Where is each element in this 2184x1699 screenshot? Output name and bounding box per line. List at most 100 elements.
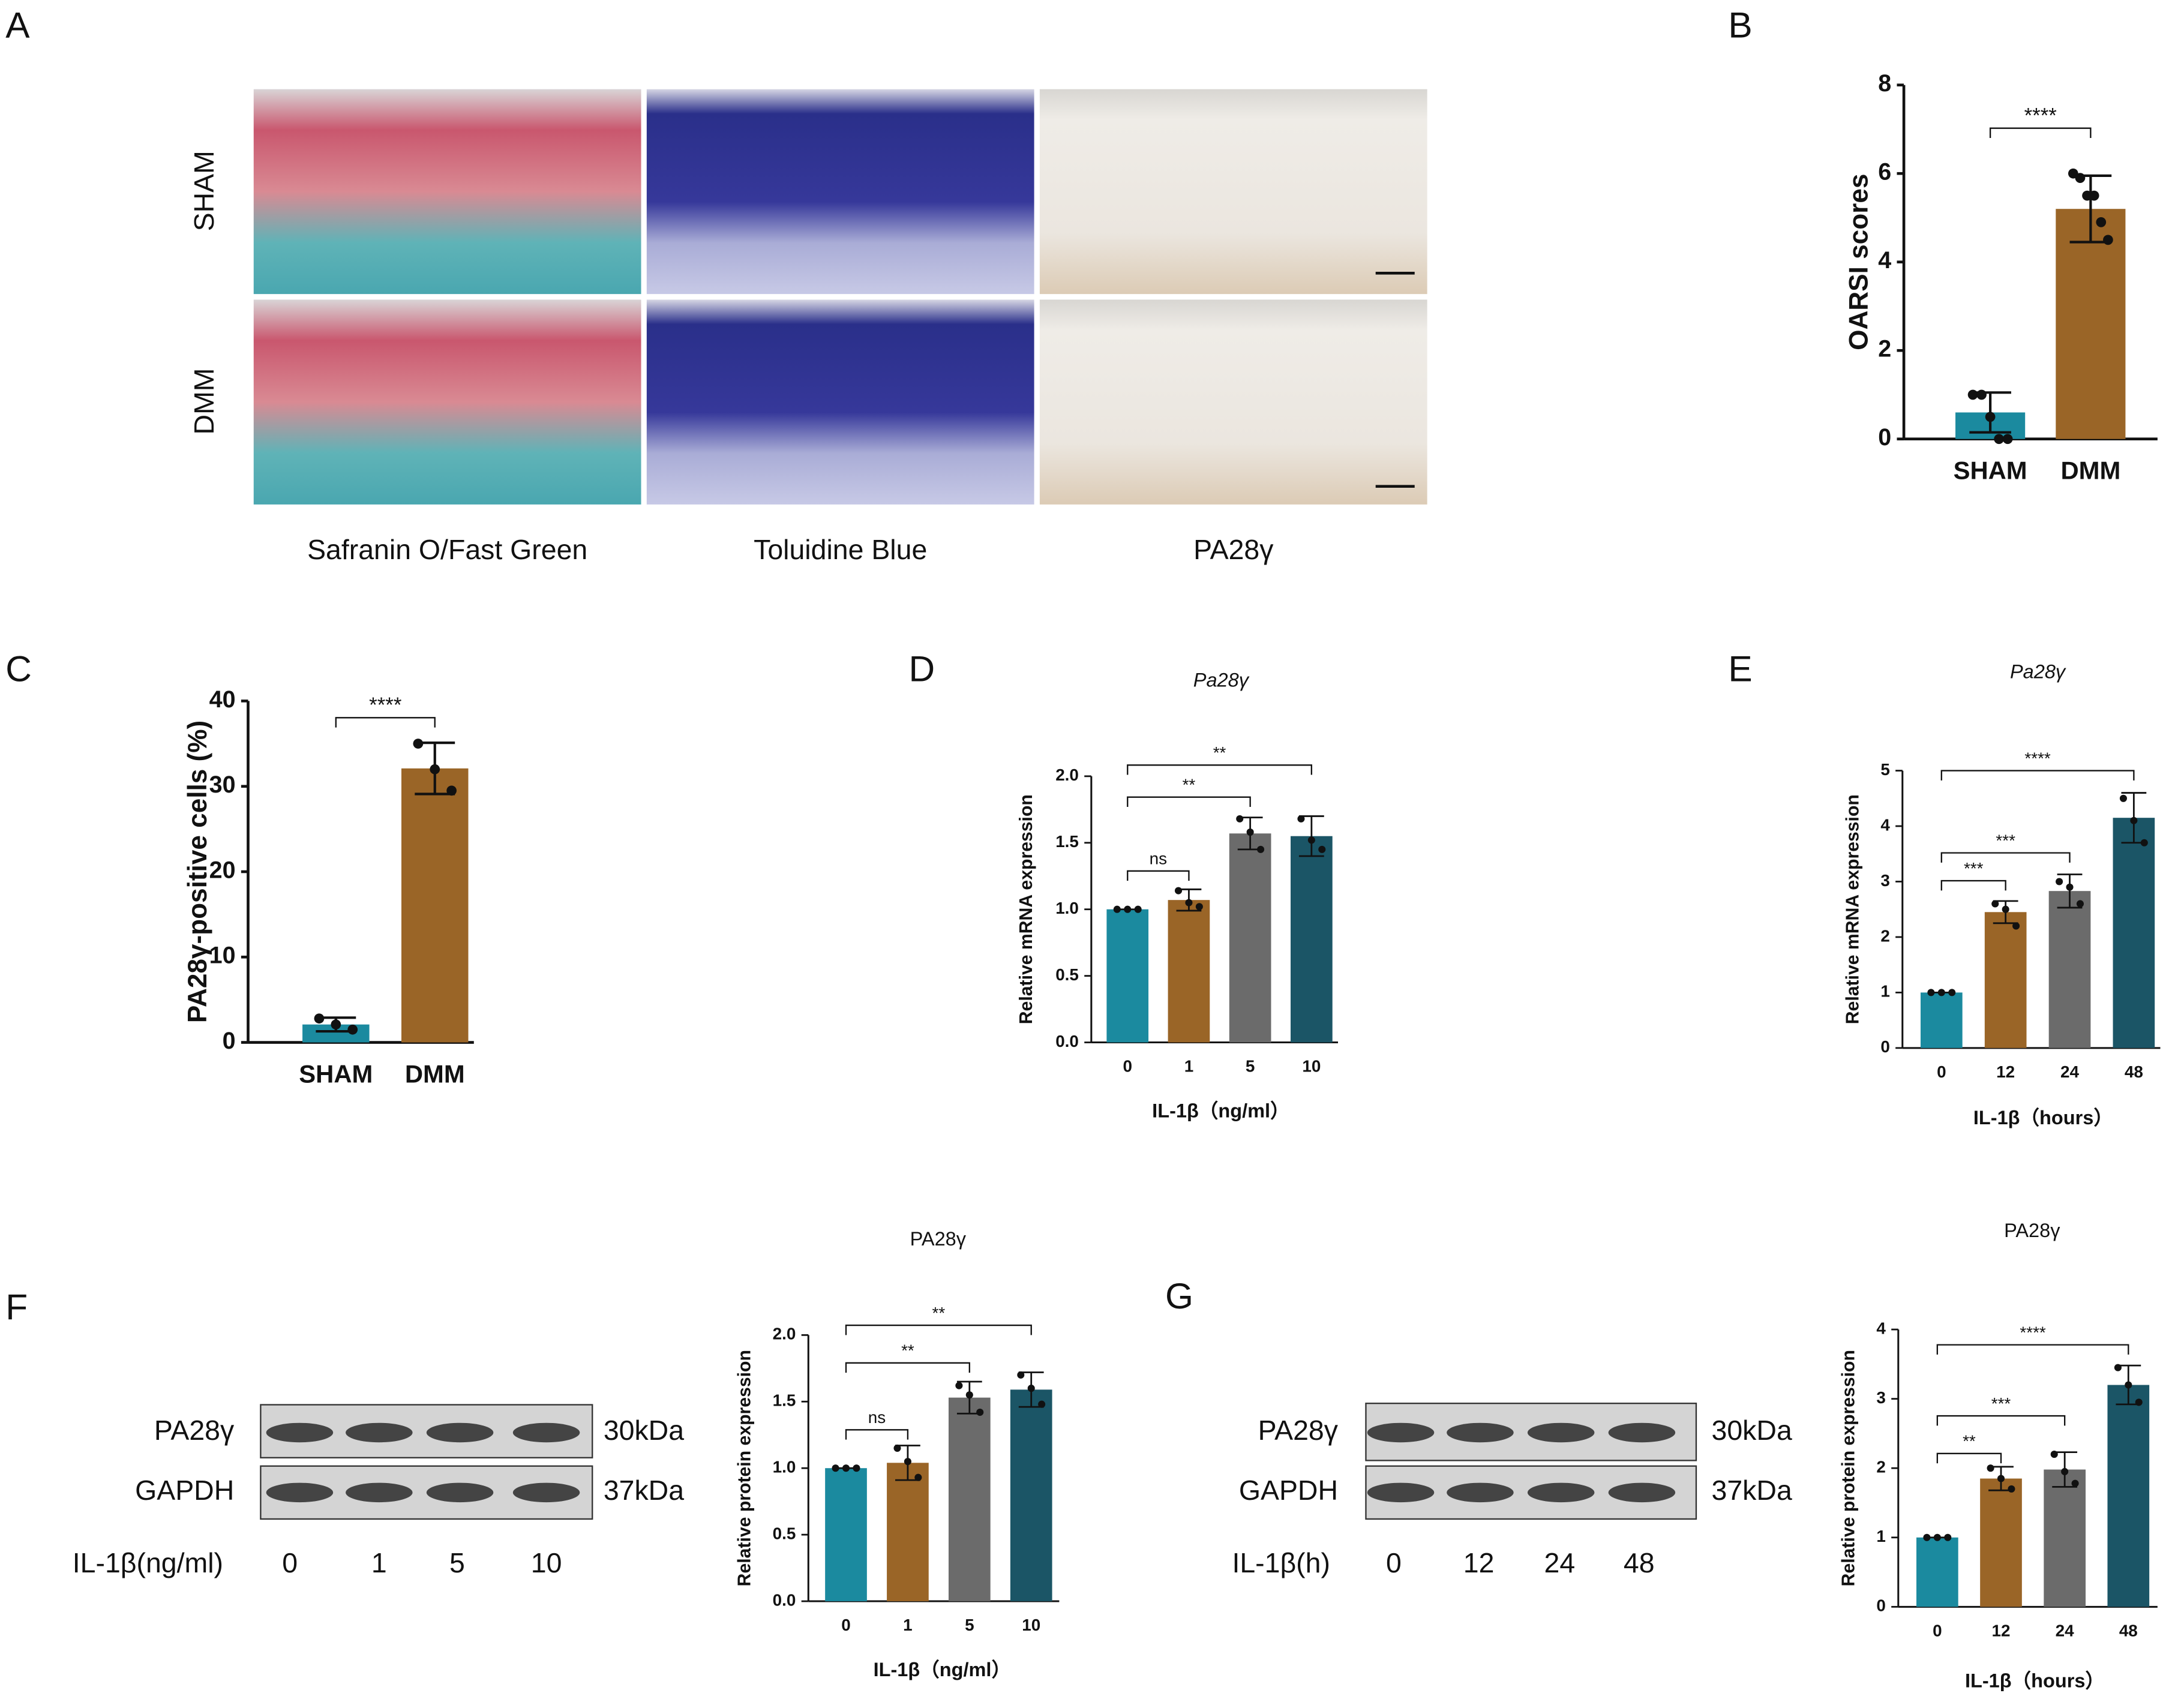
y-tick-label: 30 [209, 772, 236, 798]
histology-image [253, 89, 641, 295]
y-tick-label: 1 [1880, 982, 1890, 1001]
blot-lane-label: 24 [1544, 1547, 1576, 1578]
data-point [2135, 1398, 2143, 1406]
significance-bracket [1127, 764, 1313, 775]
y-tick-label: 0.0 [1055, 1032, 1079, 1050]
data-point [832, 1464, 839, 1472]
data-point [1937, 989, 1945, 996]
data-point [2071, 1479, 2079, 1487]
data-point [853, 1464, 860, 1472]
x-tick-label: 24 [2056, 1621, 2074, 1640]
blot-band [1608, 1482, 1676, 1503]
bar [2056, 209, 2126, 439]
blot-treatment-label: IL-1β(h) [1232, 1547, 1330, 1578]
x-tick-label: 10 [1022, 1616, 1040, 1634]
data-point [1318, 845, 1326, 853]
bar [948, 1397, 991, 1602]
bar [2044, 1469, 2086, 1607]
data-point [2075, 173, 2086, 183]
blot-band [266, 1482, 334, 1503]
y-tick-label: 6 [1878, 159, 1891, 185]
y-tick-label: 20 [209, 857, 236, 883]
error-bar [2057, 873, 2083, 909]
blot-size-label: 37kDa [604, 1475, 684, 1506]
blot-lane-label: 12 [1463, 1547, 1495, 1578]
data-point [1246, 829, 1254, 836]
data-point [1185, 899, 1193, 906]
bar [1980, 1478, 2022, 1607]
y-axis-label: Relative protein expression [1838, 1350, 1858, 1586]
y-tick-label: 0 [1878, 424, 1891, 451]
significance-bracket [845, 1429, 909, 1440]
data-point [1195, 903, 1203, 911]
blot-band [512, 1422, 580, 1443]
chart-title: PA28γ [2004, 1220, 2060, 1241]
bar [825, 1468, 867, 1602]
x-axis-label: IL-1β（hours） [1965, 1670, 2105, 1691]
blot-lane-label: 10 [531, 1547, 562, 1578]
blot-band [1447, 1422, 1514, 1443]
y-tick-label: 1.0 [1055, 899, 1079, 917]
significance-bracket [845, 1362, 970, 1373]
significance-label: ns [1150, 850, 1167, 868]
y-tick-label: 1.5 [773, 1391, 796, 1410]
blot-band [346, 1482, 413, 1503]
data-point [1985, 412, 1996, 422]
data-point [904, 1458, 911, 1466]
data-point [2061, 1467, 2069, 1476]
data-point [2125, 1381, 2132, 1389]
histology-image [1039, 299, 1427, 505]
data-point [955, 1382, 963, 1389]
x-tick-label: 12 [1992, 1621, 2011, 1640]
bar [1984, 912, 2027, 1048]
data-point [1991, 900, 1999, 908]
y-tick-label: 3 [1876, 1388, 1885, 1407]
data-point [347, 1024, 358, 1035]
chart-title: Pa28γ [2010, 661, 2066, 683]
blot-band [512, 1482, 580, 1503]
y-tick-label: 2 [1878, 336, 1891, 362]
significance-bracket [1127, 796, 1251, 807]
blot-band [266, 1422, 334, 1443]
data-point [1933, 1533, 1941, 1541]
significance-label: *** [1991, 1394, 2011, 1413]
blot-treatment-label: IL-1β(ng/ml) [73, 1547, 223, 1578]
bar [2048, 891, 2091, 1048]
blot-row-label: PA28γ [1258, 1415, 1339, 1446]
significance-bracket [1940, 879, 2006, 891]
y-axis-label: Relative mRNA expression [1843, 794, 1862, 1024]
significance-label: ns [868, 1408, 886, 1427]
y-axis-label: Relative protein expression [735, 1350, 755, 1586]
y-tick-label: 0.0 [773, 1590, 796, 1609]
significance-bracket [335, 717, 436, 728]
data-point [1307, 836, 1315, 844]
significance-bracket [1936, 1415, 2066, 1426]
x-tick-label: 1 [1184, 1057, 1194, 1076]
column-label: PA28γ [1193, 534, 1274, 565]
y-tick-label: 0 [223, 1028, 236, 1054]
x-tick-label: 0 [1937, 1062, 1946, 1081]
data-point [430, 764, 440, 775]
data-point [2076, 900, 2084, 908]
data-point [914, 1473, 922, 1481]
data-point [2119, 794, 2127, 802]
data-point [1994, 434, 2004, 445]
blot-lane-label: 0 [282, 1547, 298, 1578]
data-point [2096, 217, 2107, 227]
x-axis-label: IL-1β（ng/ml） [874, 1659, 1011, 1680]
y-tick-label: 1.0 [773, 1458, 796, 1476]
y-tick-label: 0.5 [773, 1524, 796, 1542]
data-point [965, 1391, 973, 1399]
x-tick-label: 10 [1302, 1057, 1321, 1076]
panel-label: B [1728, 4, 1752, 45]
bar [1010, 1389, 1052, 1602]
y-tick-label: 5 [1880, 760, 1890, 779]
histology-image [253, 299, 641, 505]
y-tick-label: 40 [209, 686, 236, 713]
x-tick-label: 0 [1123, 1057, 1132, 1076]
row-label: SHAM [188, 151, 220, 231]
histology-image [646, 89, 1034, 295]
y-tick-label: 2.0 [1055, 766, 1079, 784]
blot-band [426, 1482, 494, 1503]
